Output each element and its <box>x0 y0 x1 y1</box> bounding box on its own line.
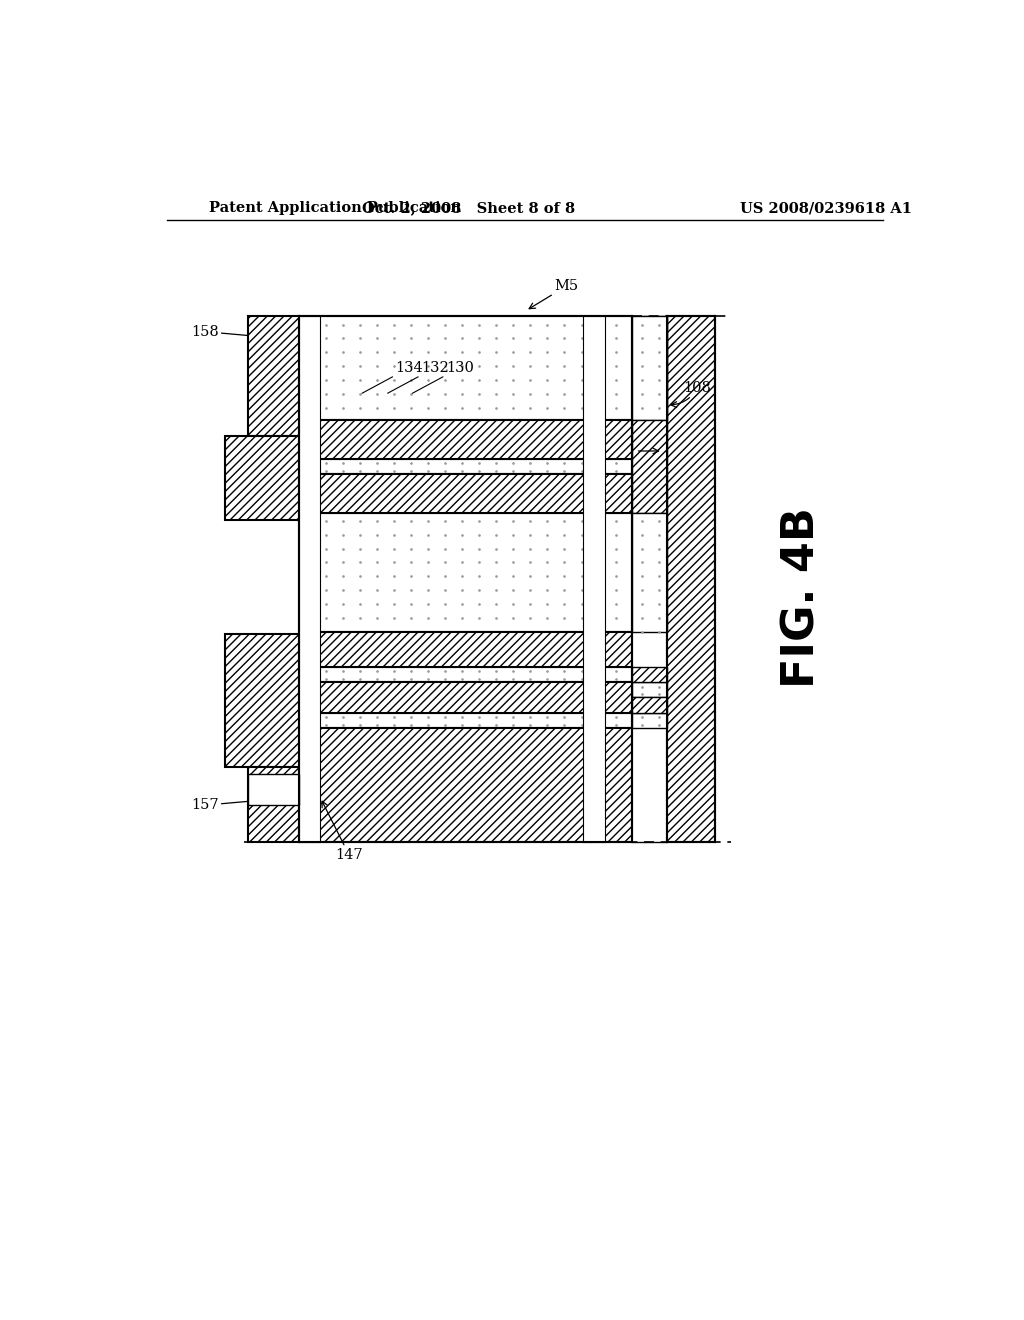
Text: 134: 134 <box>362 360 423 393</box>
Text: Patent Application Publication: Patent Application Publication <box>209 202 461 215</box>
Bar <box>299 667 632 682</box>
Bar <box>299 317 321 842</box>
Bar <box>632 682 667 697</box>
Text: Oct. 2, 2008   Sheet 8 of 8: Oct. 2, 2008 Sheet 8 of 8 <box>362 202 575 215</box>
Text: M5: M5 <box>529 279 579 309</box>
Bar <box>632 420 667 512</box>
Bar <box>225 635 299 767</box>
Text: FIG. 4B: FIG. 4B <box>780 507 823 688</box>
Bar <box>299 632 632 667</box>
Text: 132: 132 <box>388 360 449 393</box>
Text: US 2008/0239618 A1: US 2008/0239618 A1 <box>740 202 912 215</box>
Bar <box>632 667 667 682</box>
Bar <box>299 317 632 420</box>
Text: 130: 130 <box>413 360 474 393</box>
Text: 147: 147 <box>323 801 362 862</box>
Bar <box>632 317 667 420</box>
Bar <box>299 729 632 842</box>
Text: 157: 157 <box>191 799 248 812</box>
Bar <box>248 767 299 842</box>
Bar <box>299 682 632 713</box>
Text: 108: 108 <box>671 381 712 408</box>
Bar <box>583 317 604 842</box>
Bar <box>299 420 632 459</box>
Bar <box>632 713 667 729</box>
Bar <box>299 459 632 474</box>
Bar <box>632 512 667 632</box>
Bar <box>225 436 299 520</box>
Bar <box>299 713 632 729</box>
Bar <box>248 775 299 805</box>
Bar <box>248 317 299 436</box>
Bar <box>299 474 632 512</box>
Bar <box>632 697 667 713</box>
Bar <box>299 512 632 632</box>
Bar <box>632 317 667 420</box>
Bar <box>667 317 716 842</box>
Text: 158: 158 <box>190 325 248 339</box>
